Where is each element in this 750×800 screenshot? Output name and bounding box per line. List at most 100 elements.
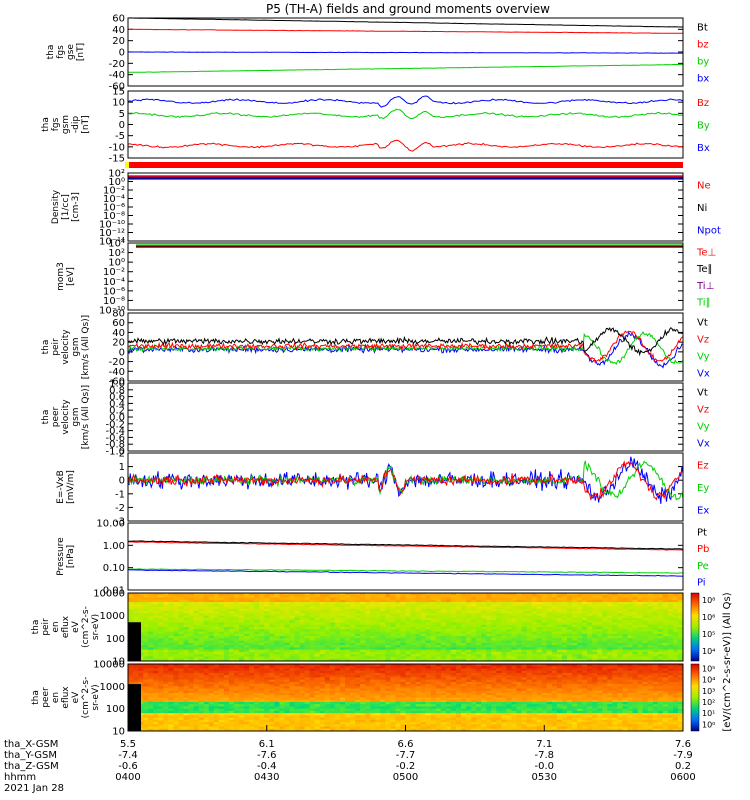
spectrogram-cell xyxy=(627,681,633,685)
spectrogram-cell xyxy=(476,642,482,646)
spectrogram-cell xyxy=(637,608,644,612)
spectrogram-cell xyxy=(662,670,669,674)
spectrogram-cell xyxy=(627,633,633,637)
spectrogram-cell xyxy=(496,617,502,621)
spectrogram-cell xyxy=(632,654,638,657)
spectrogram-cell xyxy=(148,647,154,651)
spectrogram-cell xyxy=(582,684,588,687)
spectrogram-cell xyxy=(223,664,230,667)
spectrogram-cell xyxy=(244,640,250,644)
spectrogram-cell xyxy=(153,636,159,639)
spectrogram-cell xyxy=(380,651,386,655)
spectrogram-cell xyxy=(264,613,270,617)
spectrogram-cell xyxy=(254,658,260,662)
spectrogram-cell xyxy=(496,666,502,669)
spectrogram-cell xyxy=(461,595,467,598)
spectrogram-cell xyxy=(208,664,215,667)
spectrogram-cell xyxy=(324,666,331,669)
spectrogram-cell xyxy=(319,688,326,692)
spectrogram-cell xyxy=(405,615,411,619)
spectrogram-cell xyxy=(652,622,659,626)
spectrogram-cell xyxy=(546,670,553,674)
spectrogram-cell xyxy=(521,622,527,626)
spectrogram-cell xyxy=(471,679,477,683)
spectrogram-cell xyxy=(143,604,149,607)
spectrogram-cell xyxy=(521,656,527,660)
spectrogram-cell xyxy=(344,622,351,626)
spectrogram-cell xyxy=(390,615,396,619)
spectrogram-cell xyxy=(264,611,270,614)
spectrogram-cell xyxy=(672,602,679,605)
spectrogram-cell xyxy=(284,677,290,681)
spectrogram-cell xyxy=(173,681,179,685)
spectrogram-cell xyxy=(572,597,578,601)
spectrogram-cell xyxy=(279,640,285,644)
spectrogram-cell xyxy=(168,611,174,614)
spectrogram-cell xyxy=(652,666,659,669)
spectrogram-cell xyxy=(385,642,391,646)
spectrogram-cell xyxy=(143,595,149,598)
spectrogram-cell xyxy=(168,675,174,678)
spectrogram-cell xyxy=(652,664,659,667)
spectrogram-cell xyxy=(299,670,305,674)
spectrogram-cell xyxy=(561,627,568,630)
spectrogram-cell xyxy=(324,681,331,685)
spectrogram-cell xyxy=(657,679,664,683)
spectrogram-cell xyxy=(385,624,391,628)
spectrogram-cell xyxy=(259,654,265,657)
spectrogram-cell xyxy=(355,645,361,648)
spectrogram-cell xyxy=(476,656,482,660)
spectrogram-cell xyxy=(228,675,235,678)
spectrogram-cell xyxy=(602,633,608,637)
spectrogram-cell xyxy=(304,595,311,598)
spectrogram-cell xyxy=(284,613,290,617)
spectrogram-cell xyxy=(511,631,517,635)
spectrogram-cell xyxy=(319,666,326,669)
spectrogram-cell xyxy=(264,679,270,683)
spectrogram-cell xyxy=(324,679,331,683)
spectrogram-cell xyxy=(566,654,573,657)
ytick-label-p6: -0.4 xyxy=(105,426,125,437)
spectrogram-cell xyxy=(319,647,326,651)
spectrogram-cell xyxy=(501,651,507,655)
spectrogram-cell xyxy=(556,688,563,692)
spectrogram-cell xyxy=(395,668,401,672)
spectrogram-cell xyxy=(647,604,654,607)
spectrogram-cell xyxy=(425,593,432,596)
spectrogram-cell xyxy=(592,668,598,672)
spectrogram-cell xyxy=(299,684,305,687)
spectrogram-cell xyxy=(239,672,245,676)
spectrogram-cell xyxy=(279,613,285,617)
spectrogram-cell xyxy=(536,636,543,639)
spectrogram-cell xyxy=(279,649,285,653)
spectrogram-cell xyxy=(395,675,401,678)
spectrogram-cell xyxy=(496,631,502,635)
spectrogram-cell xyxy=(375,606,381,610)
spectrogram-cell xyxy=(239,629,245,632)
spectrogram-cell xyxy=(546,629,553,632)
spectrogram-cell xyxy=(435,593,442,596)
spectrogram-cell xyxy=(360,622,366,626)
spectrogram-cell xyxy=(314,622,321,626)
spectrogram-cell xyxy=(592,597,598,601)
spectrogram-cell xyxy=(193,677,200,681)
spectrogram-cell xyxy=(153,638,159,641)
spectrogram-cell xyxy=(435,624,442,628)
spectrogram-cell xyxy=(667,681,674,685)
spectrogram-cell xyxy=(410,620,416,623)
spectrogram-cell xyxy=(339,611,346,614)
spectrogram-cell xyxy=(299,647,305,651)
spectrogram-cell xyxy=(491,633,497,637)
spectrogram-cell xyxy=(400,642,406,646)
spectrogram-cell xyxy=(173,636,179,639)
spectrogram-cell xyxy=(178,670,184,674)
spectrogram-cell xyxy=(531,654,538,657)
spectrogram-cell xyxy=(642,624,649,628)
spectrogram-cell xyxy=(551,606,558,610)
spectrogram-cell xyxy=(476,668,482,672)
spectrogram-cell xyxy=(471,672,477,676)
ylabel-p4: mom3 xyxy=(56,262,66,291)
ytick-label-p6: 1.0 xyxy=(109,379,125,390)
spectrogram-cell xyxy=(430,604,437,607)
spectrogram-cell xyxy=(410,658,416,662)
